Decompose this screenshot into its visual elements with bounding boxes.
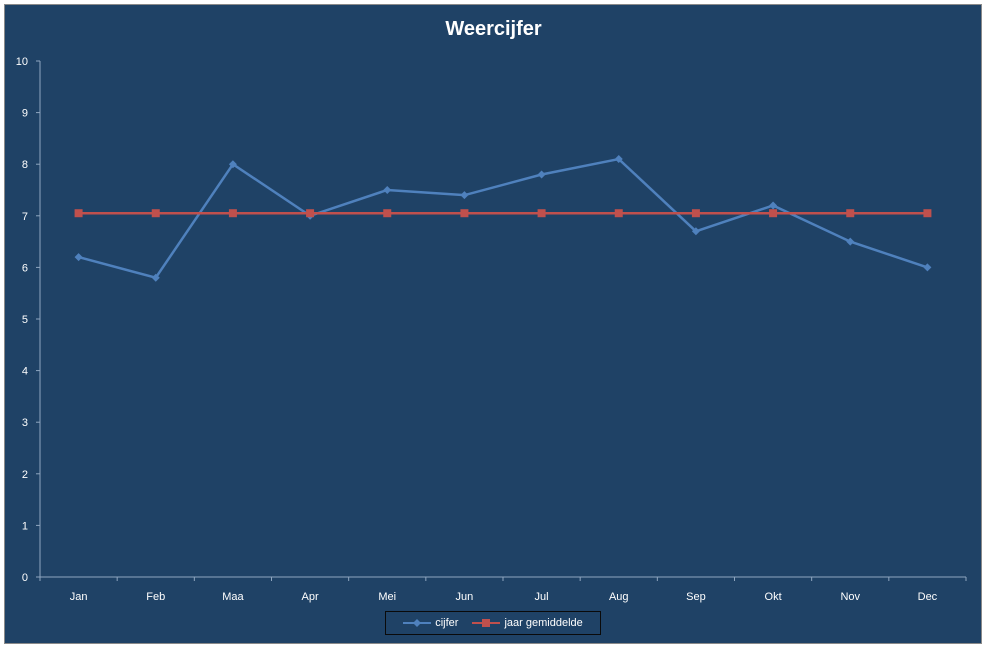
data-point-cijfer bbox=[228, 160, 237, 169]
y-tick-label: 3 bbox=[22, 417, 28, 429]
legend-swatch-jaar-gemiddelde bbox=[472, 619, 501, 627]
data-point-cijfer bbox=[383, 186, 392, 194]
data-point-cijfer bbox=[691, 227, 700, 236]
data-point-cijfer bbox=[614, 155, 623, 164]
y-tick-label: 5 bbox=[22, 314, 28, 326]
y-tick-label: 4 bbox=[22, 366, 28, 378]
legend-item-cijfer: cijfer bbox=[403, 617, 458, 629]
y-tick-label: 7 bbox=[22, 211, 28, 223]
x-tick-label: Feb bbox=[146, 591, 165, 603]
y-tick-label: 9 bbox=[22, 108, 28, 120]
data-point-jaar-gemiddelde bbox=[74, 209, 83, 218]
legend-item-jaar-gemiddelde: jaar gemiddelde bbox=[472, 617, 583, 629]
data-point-cijfer bbox=[537, 170, 546, 179]
x-tick-label: Mei bbox=[378, 591, 396, 603]
x-tick-label: Nov bbox=[840, 591, 860, 603]
x-tick-label: Apr bbox=[302, 591, 319, 603]
data-point-jaar-gemiddelde bbox=[228, 209, 237, 218]
x-tick-label: Aug bbox=[609, 591, 629, 603]
data-point-cijfer bbox=[151, 273, 160, 282]
chart-area bbox=[4, 4, 982, 644]
x-tick-label: Jun bbox=[456, 591, 474, 603]
data-point-jaar-gemiddelde bbox=[923, 209, 932, 218]
data-point-cijfer bbox=[460, 191, 469, 200]
y-tick-label: 6 bbox=[22, 262, 28, 274]
data-point-jaar-gemiddelde bbox=[306, 209, 315, 218]
data-point-cijfer bbox=[923, 263, 932, 272]
x-tick-label: Okt bbox=[765, 591, 782, 603]
data-point-jaar-gemiddelde bbox=[614, 209, 623, 218]
x-tick-label: Dec bbox=[918, 591, 938, 603]
legend-swatch-cijfer bbox=[403, 619, 432, 627]
data-point-cijfer bbox=[846, 237, 855, 246]
series-line-cijfer bbox=[78, 157, 928, 280]
legend-label-cijfer: cijfer bbox=[435, 617, 459, 629]
y-tick-label: 10 bbox=[16, 56, 28, 68]
data-point-jaar-gemiddelde bbox=[769, 209, 778, 218]
y-tick-label: 2 bbox=[22, 469, 28, 481]
y-tick-label: 1 bbox=[22, 520, 28, 532]
x-tick-label: Jan bbox=[70, 591, 88, 603]
chart-title: Weercijfer bbox=[445, 18, 542, 40]
x-tick-label: Jul bbox=[535, 591, 549, 603]
x-tick-label: Sep bbox=[686, 591, 706, 603]
data-point-jaar-gemiddelde bbox=[537, 209, 546, 218]
data-point-jaar-gemiddelde bbox=[383, 209, 392, 218]
y-tick-label: 0 bbox=[22, 572, 28, 584]
data-point-cijfer bbox=[74, 253, 83, 262]
y-tick-label: 8 bbox=[22, 159, 28, 171]
legend: cijfer jaar gemiddelde bbox=[385, 611, 601, 635]
data-point-jaar-gemiddelde bbox=[151, 209, 160, 218]
data-point-jaar-gemiddelde bbox=[691, 209, 700, 218]
data-point-jaar-gemiddelde bbox=[846, 209, 855, 218]
data-point-jaar-gemiddelde bbox=[460, 209, 469, 218]
x-tick-label: Maa bbox=[222, 591, 244, 603]
data-point-cijfer bbox=[769, 201, 778, 210]
legend-label-jaar-gemiddelde: jaar gemiddelde bbox=[504, 617, 583, 629]
